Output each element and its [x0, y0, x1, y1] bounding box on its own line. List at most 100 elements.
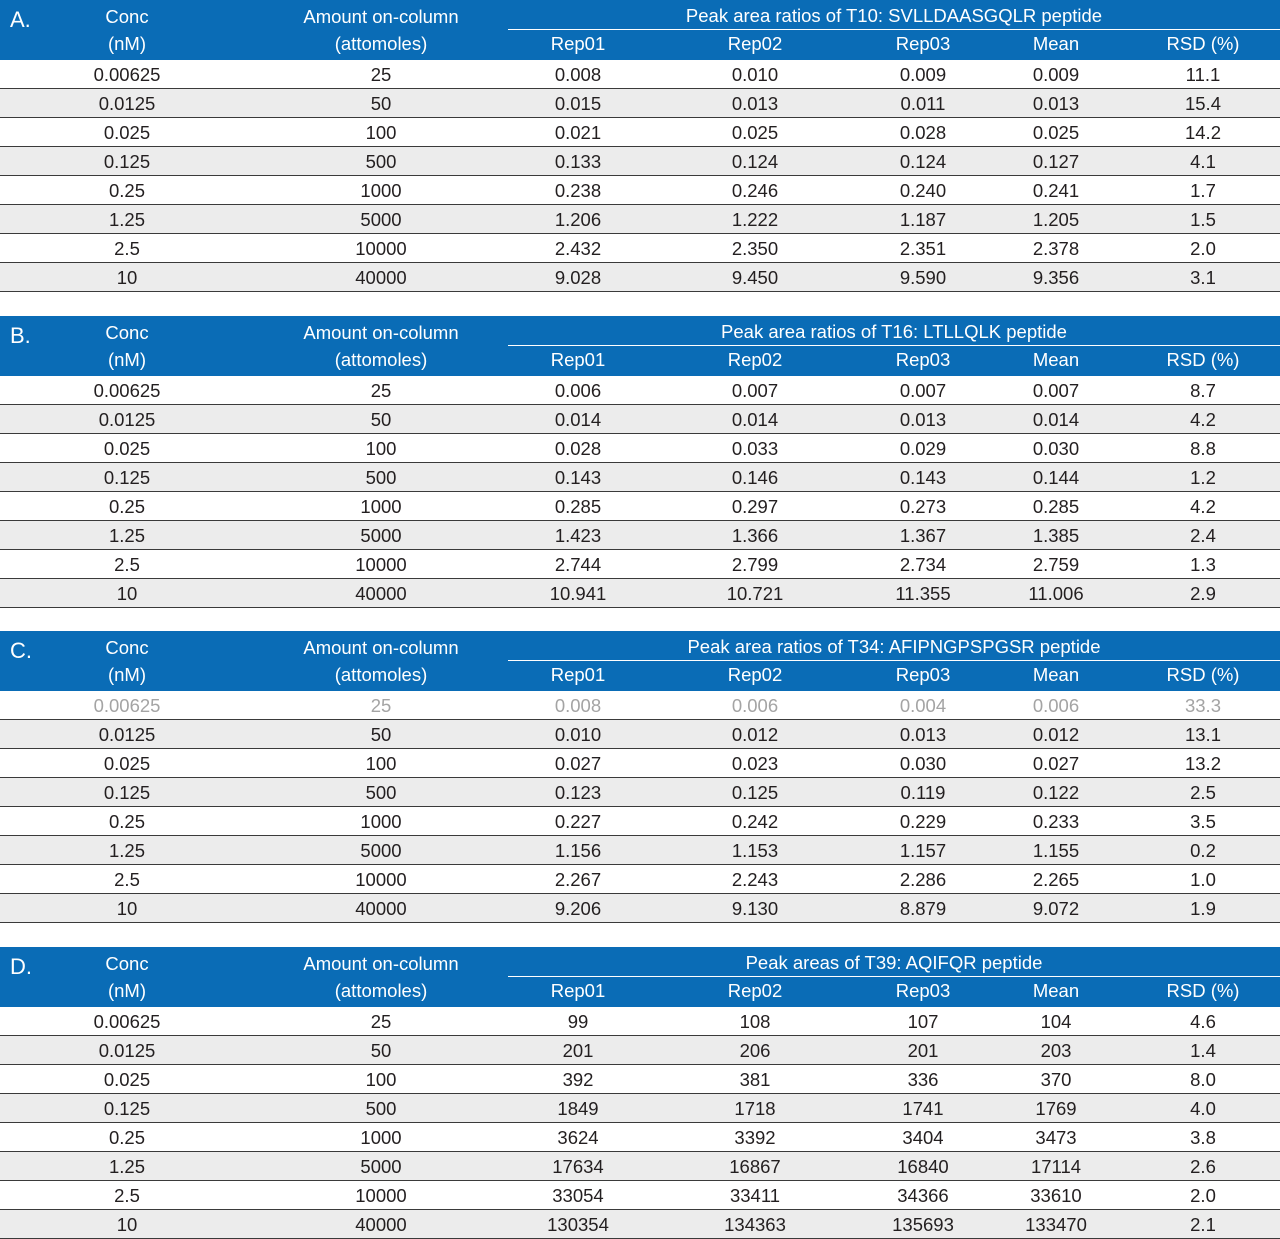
table-row: 1.25 5000 17634 16867 16840 17114 2.6 [0, 1152, 1280, 1181]
amount-cell: 40000 [355, 267, 407, 288]
rep03-cell: 0.013 [899, 724, 947, 745]
rep02-cell: 2.243 [731, 869, 779, 890]
rep02-cell: 0.125 [731, 782, 779, 803]
mean-cell: 370 [1040, 1069, 1072, 1090]
rep01-cell: 1.423 [554, 525, 602, 546]
amount-cell: 1000 [360, 496, 402, 517]
rep01-cell: 0.008 [554, 695, 602, 716]
rep01-cell: 17634 [552, 1156, 604, 1177]
rep03-cell: 0.004 [899, 695, 947, 716]
table-row: 0.25 1000 0.285 0.297 0.273 0.285 4.2 [0, 492, 1280, 521]
table-row: 2.5 10000 2.744 2.799 2.734 2.759 1.3 [0, 550, 1280, 579]
table-label: C. [10, 638, 32, 663]
rep01-cell: 2.744 [554, 554, 602, 575]
rep01-cell: 0.238 [554, 180, 602, 201]
amount-cell: 1000 [360, 1127, 402, 1148]
column-header: Rep01 [550, 664, 606, 685]
amount-cell: 50 [370, 409, 392, 430]
column-header: RSD (%) [1166, 33, 1240, 54]
amount-cell: 500 [365, 782, 397, 803]
mean-cell: 1.205 [1032, 209, 1080, 230]
column-header: Rep02 [727, 349, 783, 370]
table-row: 10 40000 9.206 9.130 8.879 9.072 1.9 [0, 894, 1280, 923]
rep02-cell: 33411 [729, 1185, 781, 1206]
rep01-cell: 1849 [557, 1098, 599, 1119]
table-row: 0.25 1000 3624 3392 3404 3473 3.8 [0, 1123, 1280, 1152]
rep01-cell: 0.028 [554, 438, 602, 459]
column-header: Rep03 [895, 664, 951, 685]
amount-cell: 500 [365, 1098, 397, 1119]
conc-cell: 0.025 [103, 753, 151, 774]
rep03-cell: 2.351 [899, 238, 947, 259]
table-header: D. Conc (nM) Amount on-column (attomoles) Pea… [0, 947, 1280, 1007]
conc-cell: 0.00625 [93, 695, 161, 716]
rep03-cell: 0.028 [899, 122, 947, 143]
header-divider [508, 660, 1280, 661]
mean-cell: 0.241 [1032, 180, 1080, 201]
table-title: Peak area ratios of T10: SVLLDAASGQLR pe… [685, 5, 1103, 26]
rep02-cell: 0.012 [731, 724, 779, 745]
rep02-cell: 2.350 [731, 238, 779, 259]
conc-cell: 0.25 [108, 180, 145, 201]
amount-cell: 5000 [360, 525, 402, 546]
conc-unit-header: (nM) [107, 349, 147, 370]
amount-cell: 25 [370, 64, 392, 85]
rep01-cell: 1.206 [554, 209, 602, 230]
mean-cell: 9.072 [1032, 898, 1080, 919]
rep03-cell: 3404 [902, 1127, 944, 1148]
amount-cell: 25 [370, 380, 392, 401]
mean-cell: 0.144 [1032, 467, 1080, 488]
rsd-cell: 2.9 [1190, 583, 1216, 604]
rsd-cell: 1.4 [1190, 1040, 1216, 1061]
rsd-cell: 1.7 [1190, 180, 1216, 201]
rep01-cell: 0.014 [554, 409, 602, 430]
mean-cell: 17114 [1030, 1156, 1082, 1177]
mean-cell: 0.007 [1032, 380, 1080, 401]
amount-cell: 10000 [355, 238, 407, 259]
conc-cell: 0.025 [103, 1069, 151, 1090]
conc-header: Conc [105, 6, 149, 27]
conc-unit-header: (nM) [107, 664, 147, 685]
amount-unit-header: (attomoles) [334, 664, 428, 685]
mean-cell: 0.025 [1032, 122, 1080, 143]
rep02-cell: 108 [739, 1011, 771, 1032]
rep02-cell: 0.006 [731, 695, 779, 716]
rsd-cell: 1.3 [1190, 554, 1216, 575]
conc-cell: 2.5 [114, 1185, 140, 1206]
rep02-cell: 134363 [724, 1214, 786, 1235]
conc-cell: 2.5 [114, 869, 140, 890]
rep01-cell: 0.015 [554, 93, 602, 114]
column-header: Rep01 [550, 349, 606, 370]
rep03-cell: 336 [907, 1069, 939, 1090]
rep02-cell: 0.146 [731, 467, 779, 488]
conc-cell: 2.5 [114, 238, 140, 259]
rep01-cell: 0.021 [554, 122, 602, 143]
conc-cell: 0.25 [108, 496, 145, 517]
rep01-cell: 392 [562, 1069, 594, 1090]
table-row: 0.00625 25 99 108 107 104 4.6 [0, 1007, 1280, 1036]
amount-cell: 50 [370, 724, 392, 745]
conc-cell: 1.25 [108, 1156, 145, 1177]
table-label: D. [10, 954, 32, 979]
rep01-cell: 2.432 [554, 238, 602, 259]
rep03-cell: 8.879 [899, 898, 947, 919]
amount-cell: 50 [370, 1040, 392, 1061]
conc-cell: 0.00625 [93, 64, 161, 85]
amount-unit-header: (attomoles) [334, 33, 428, 54]
conc-unit-header: (nM) [107, 980, 147, 1001]
table-label: A. [10, 7, 31, 32]
rep03-cell: 0.007 [899, 380, 947, 401]
header-divider [508, 976, 1280, 977]
rep03-cell: 9.590 [899, 267, 947, 288]
rep02-cell: 0.124 [731, 151, 779, 172]
table-row: 0.25 1000 0.227 0.242 0.229 0.233 3.5 [0, 807, 1280, 836]
rep02-cell: 0.297 [731, 496, 779, 517]
conc-cell: 0.025 [103, 438, 151, 459]
rep01-cell: 0.143 [554, 467, 602, 488]
rep01-cell: 0.285 [554, 496, 602, 517]
rsd-cell: 33.3 [1184, 695, 1221, 716]
column-header: Mean [1032, 349, 1080, 370]
amount-cell: 5000 [360, 209, 402, 230]
amount-cell: 40000 [355, 898, 407, 919]
table-row: 2.5 10000 33054 33411 34366 33610 2.0 [0, 1181, 1280, 1210]
